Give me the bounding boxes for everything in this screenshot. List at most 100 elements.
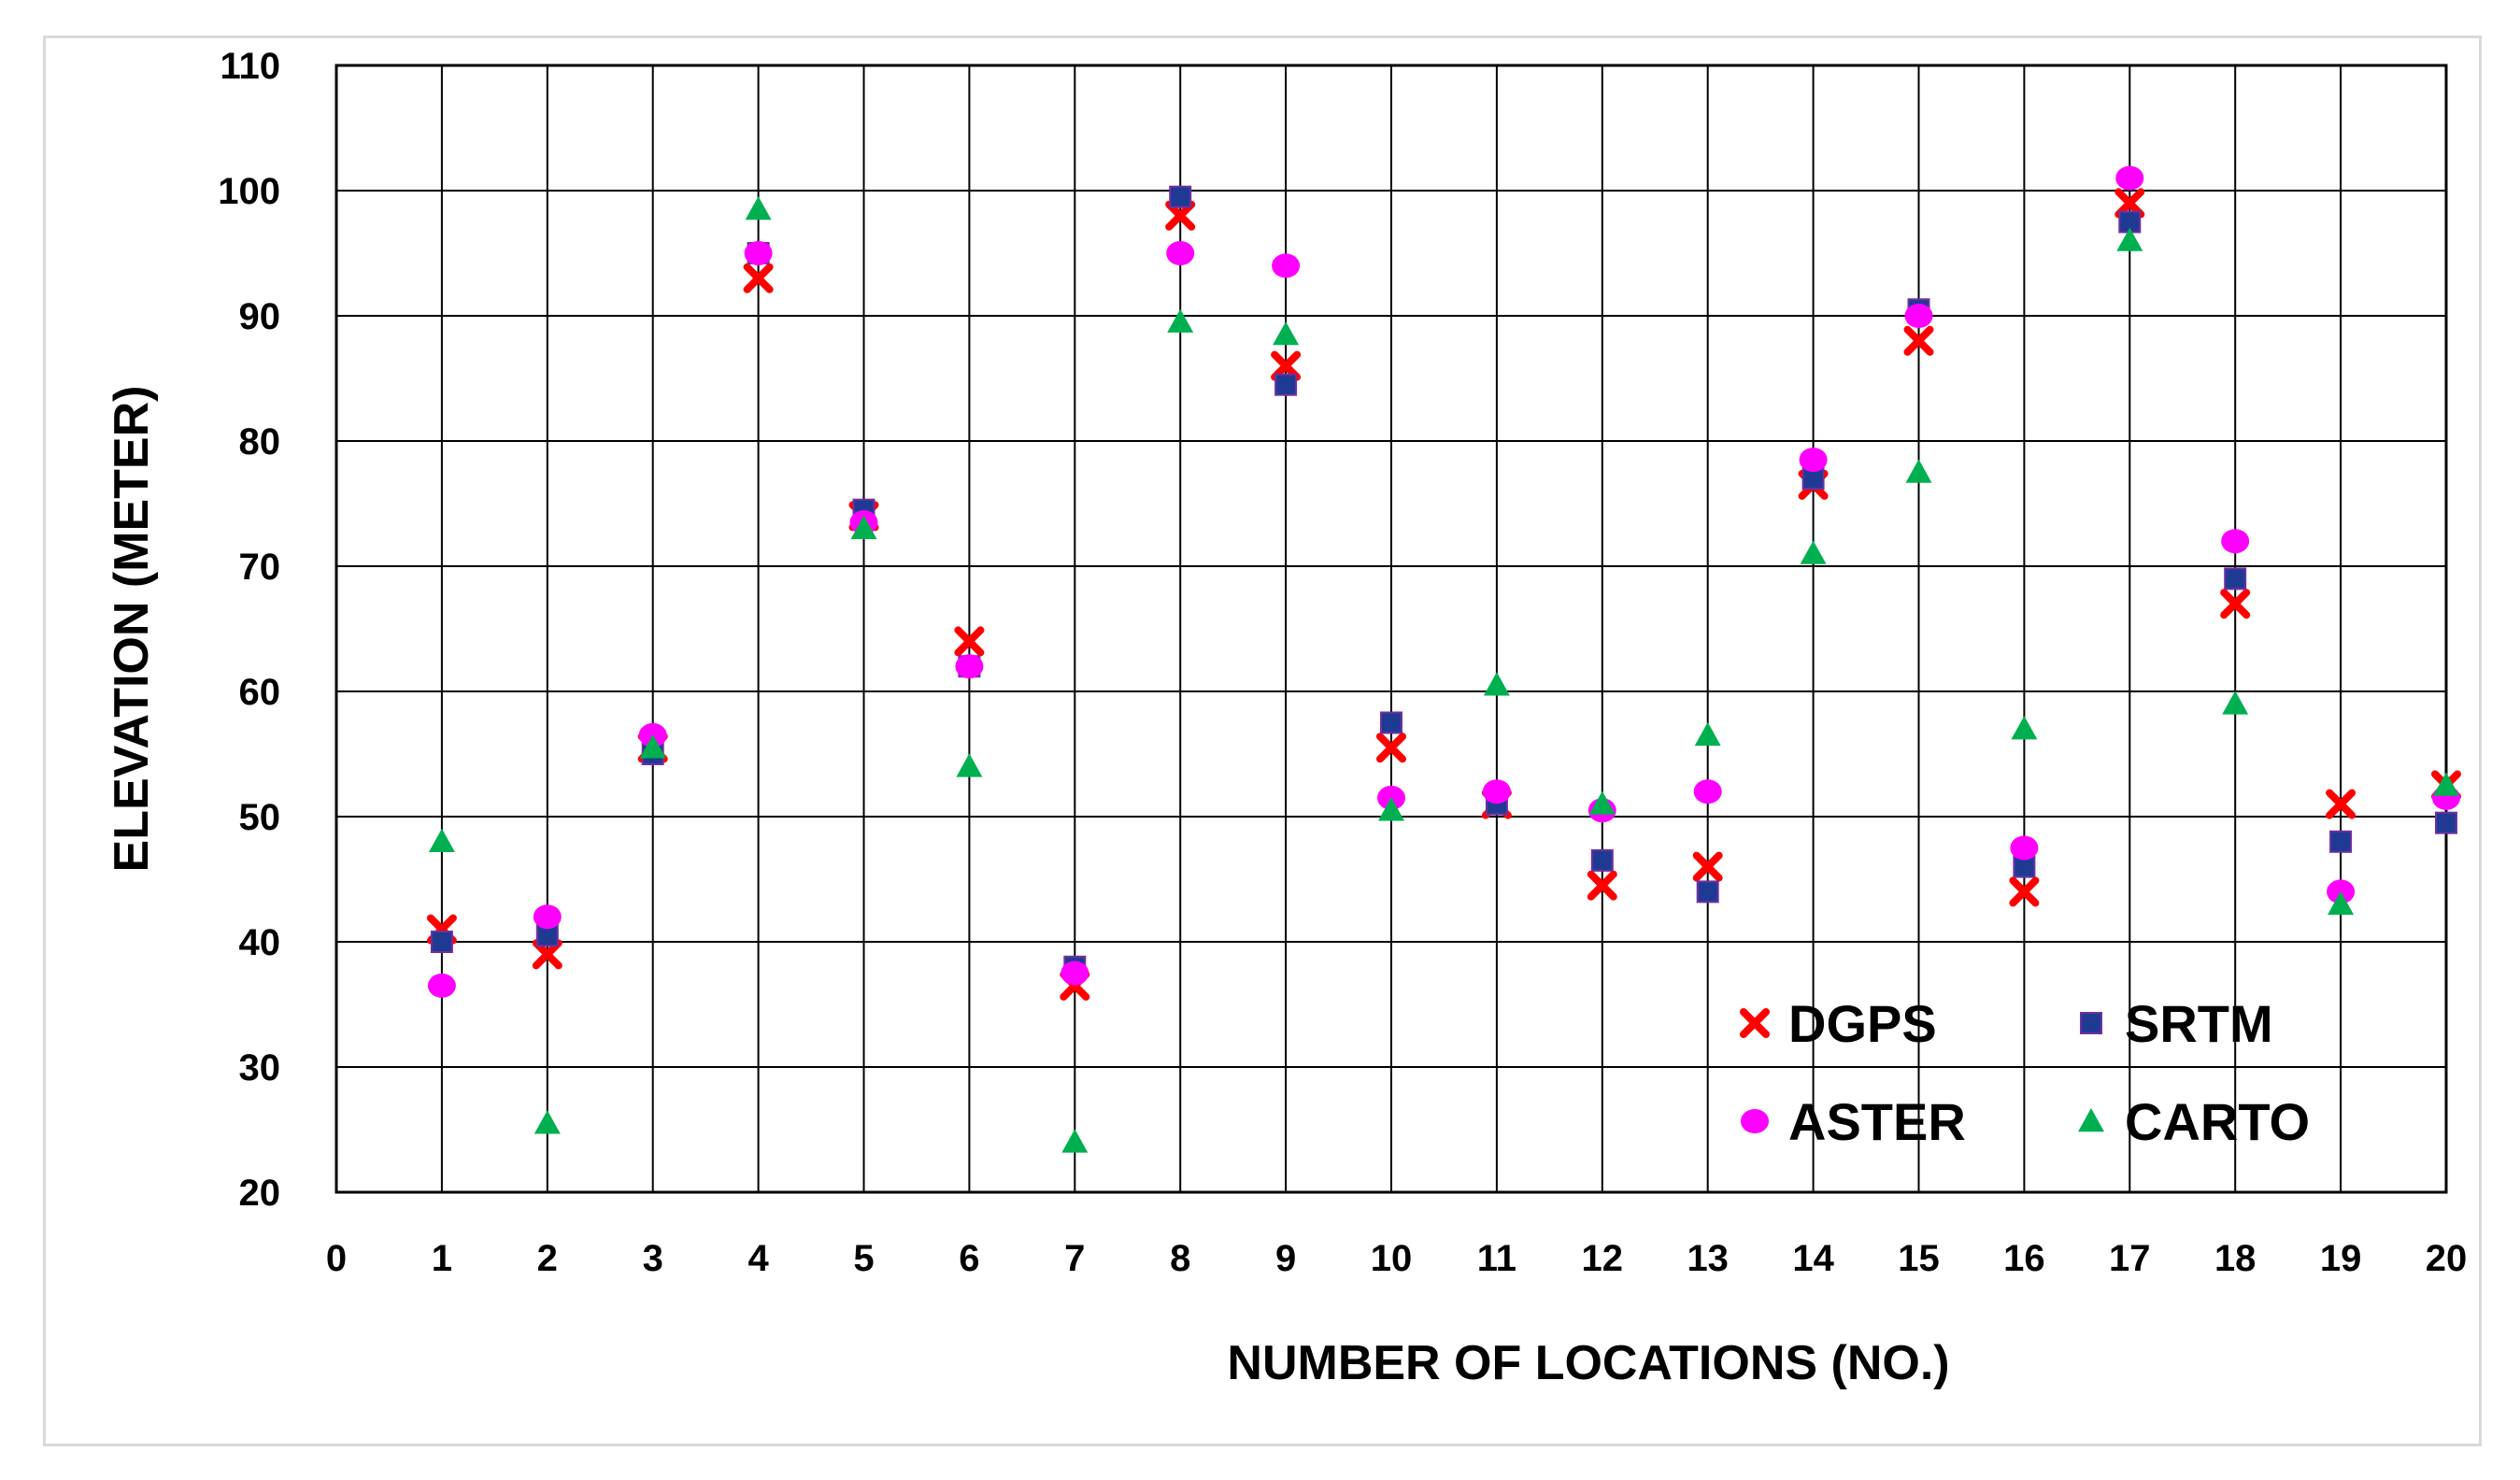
carto-point xyxy=(850,515,877,539)
x-tick-label: 12 xyxy=(1582,1238,1624,1279)
aster-point xyxy=(2115,165,2144,191)
x-tick-label: 2 xyxy=(537,1238,558,1279)
carto-point xyxy=(1273,321,1300,346)
dgps-point xyxy=(1587,870,1617,901)
srtm-point xyxy=(2329,830,2353,853)
aster-point xyxy=(744,241,773,265)
x-tick-label: 4 xyxy=(747,1238,769,1279)
data-points xyxy=(426,165,2461,1153)
dgps-point xyxy=(2009,876,2040,907)
carto-point xyxy=(639,734,666,759)
dgps-point xyxy=(2220,589,2251,619)
carto-point xyxy=(1483,672,1510,696)
x-tick-label: 15 xyxy=(1898,1238,1940,1279)
carto-point xyxy=(428,828,455,852)
dgps-point xyxy=(1692,851,1723,882)
legend-label: ASTER xyxy=(1788,1092,1966,1151)
legend-marker-dgps xyxy=(1740,1008,1770,1038)
carto-point xyxy=(1167,308,1194,333)
carto-point xyxy=(2222,690,2249,715)
dgps-point xyxy=(1903,325,1934,356)
x-tick-label: 5 xyxy=(853,1238,874,1279)
dgps-point xyxy=(532,939,562,970)
x-tick-label: 18 xyxy=(2214,1238,2257,1279)
carto-point xyxy=(2011,716,2038,740)
y-tick-label: 100 xyxy=(218,171,280,212)
dgps-point xyxy=(2326,789,2356,819)
carto-point xyxy=(1061,1129,1089,1153)
carto-point xyxy=(1378,797,1404,821)
legend-label: DGPS xyxy=(1788,994,1937,1053)
srtm-point xyxy=(1169,185,1192,208)
aster-point xyxy=(1482,779,1511,804)
x-tick-label: 7 xyxy=(1064,1238,1085,1279)
carto-point xyxy=(1694,721,1721,747)
carto-point xyxy=(1588,790,1616,815)
srtm-point xyxy=(1590,848,1614,872)
aster-point xyxy=(533,904,562,930)
srtm-point xyxy=(1274,373,1298,396)
srtm-point xyxy=(1380,711,1402,734)
srtm-point xyxy=(430,931,453,953)
x-tick-label: 14 xyxy=(1792,1238,1834,1279)
carto-point xyxy=(2328,890,2355,915)
y-tick-label: 30 xyxy=(239,1047,281,1089)
aster-point xyxy=(2221,529,2250,554)
legend-marker-srtm xyxy=(2080,1012,2102,1034)
dgps-point xyxy=(1165,200,1196,231)
y-tick-label: 50 xyxy=(239,797,281,838)
series-aster xyxy=(427,165,2460,998)
legend-item-srtm: SRTM xyxy=(2080,994,2273,1053)
y-axis-title: ELEVATION (METER) xyxy=(105,386,159,873)
legend-label: CARTO xyxy=(2125,1092,2310,1151)
y-tick-label: 60 xyxy=(239,672,281,713)
legend-item-carto: CARTO xyxy=(2078,1092,2310,1151)
aster-point xyxy=(1799,448,1828,473)
carto-point xyxy=(2116,227,2143,251)
aster-point xyxy=(2010,835,2039,861)
aster-point xyxy=(1904,304,1933,328)
srtm-point xyxy=(2435,811,2457,834)
aster-point xyxy=(1166,241,1195,265)
dgps-point xyxy=(2114,188,2145,219)
x-tick-label: 10 xyxy=(1371,1238,1413,1279)
x-tick-label: 19 xyxy=(2320,1238,2362,1279)
dgps-point xyxy=(1271,350,1302,381)
carto-point xyxy=(1905,459,1932,483)
x-tick-label: 1 xyxy=(432,1238,452,1279)
plot-area-border xyxy=(335,64,2448,1194)
y-tick-label: 70 xyxy=(239,547,281,588)
aster-point xyxy=(1061,961,1089,986)
dgps-point xyxy=(954,626,985,657)
dgps-point xyxy=(1376,733,1406,763)
carto-point xyxy=(956,753,983,777)
x-tick-label: 16 xyxy=(2003,1238,2045,1279)
carto-point xyxy=(745,196,772,221)
aster-point xyxy=(1272,253,1301,278)
y-tick-label: 90 xyxy=(239,296,281,337)
carto-point xyxy=(2433,772,2459,796)
x-tick-label: 13 xyxy=(1687,1238,1729,1279)
series-srtm xyxy=(430,185,2457,978)
x-tick-label: 6 xyxy=(959,1238,979,1279)
series-carto xyxy=(428,196,2459,1153)
carto-point xyxy=(1800,540,1827,564)
aster-point xyxy=(955,654,984,679)
legend-marker-carto xyxy=(2078,1108,2104,1132)
x-tick-labels: 0 1 2 3 4 5 6 7 8 9 10 11 12 13 14 15 16 17 18 19 20 xyxy=(326,1238,2467,1279)
srtm-point xyxy=(2224,567,2247,591)
legend: DGPS SRTM ASTER CARTO xyxy=(1740,994,2310,1151)
aster-point xyxy=(1693,779,1722,804)
legend-item-dgps: DGPS xyxy=(1740,994,1937,1053)
x-axis-title: NUMBER OF LOCATIONS (NO.) xyxy=(1227,1336,1949,1390)
aster-point xyxy=(427,973,456,998)
y-tick-label: 40 xyxy=(239,922,281,963)
srtm-point xyxy=(1696,880,1719,904)
y-tick-label: 110 xyxy=(220,46,280,87)
x-tick-label: 20 xyxy=(2426,1238,2468,1279)
chart-frame xyxy=(43,36,2482,1446)
legend-marker-aster xyxy=(1741,1109,1769,1133)
y-tick-label: 80 xyxy=(239,421,281,462)
legend-label: SRTM xyxy=(2125,994,2273,1053)
